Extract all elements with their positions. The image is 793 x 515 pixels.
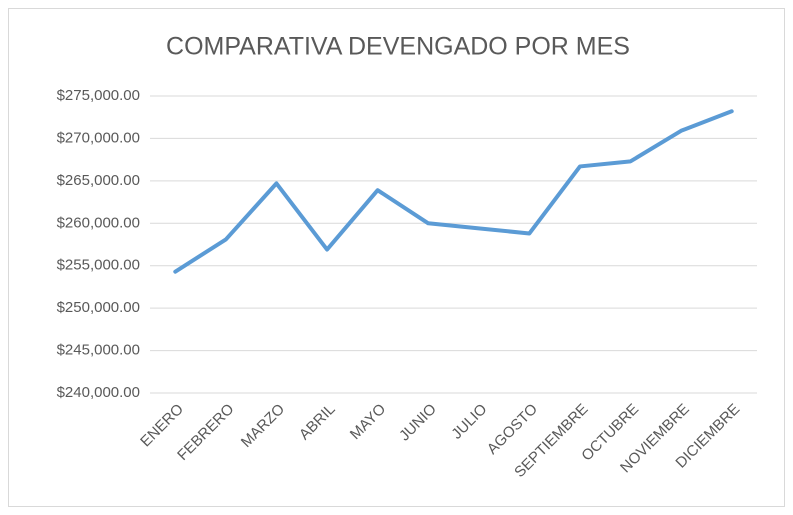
- y-tick-label: $265,000.00: [57, 172, 140, 189]
- y-tick-label: $275,000.00: [57, 87, 140, 104]
- y-tick-label: $240,000.00: [57, 384, 140, 401]
- y-tick-label: $250,000.00: [57, 299, 140, 316]
- chart-frame: [8, 8, 785, 507]
- y-tick-label: $260,000.00: [57, 214, 140, 231]
- chart-title: COMPARATIVA DEVENGADO POR MES: [166, 33, 630, 61]
- y-tick-label: $255,000.00: [57, 257, 140, 274]
- y-tick-label: $245,000.00: [57, 342, 140, 359]
- line-series: [173, 109, 734, 274]
- y-tick-label: $270,000.00: [57, 129, 140, 146]
